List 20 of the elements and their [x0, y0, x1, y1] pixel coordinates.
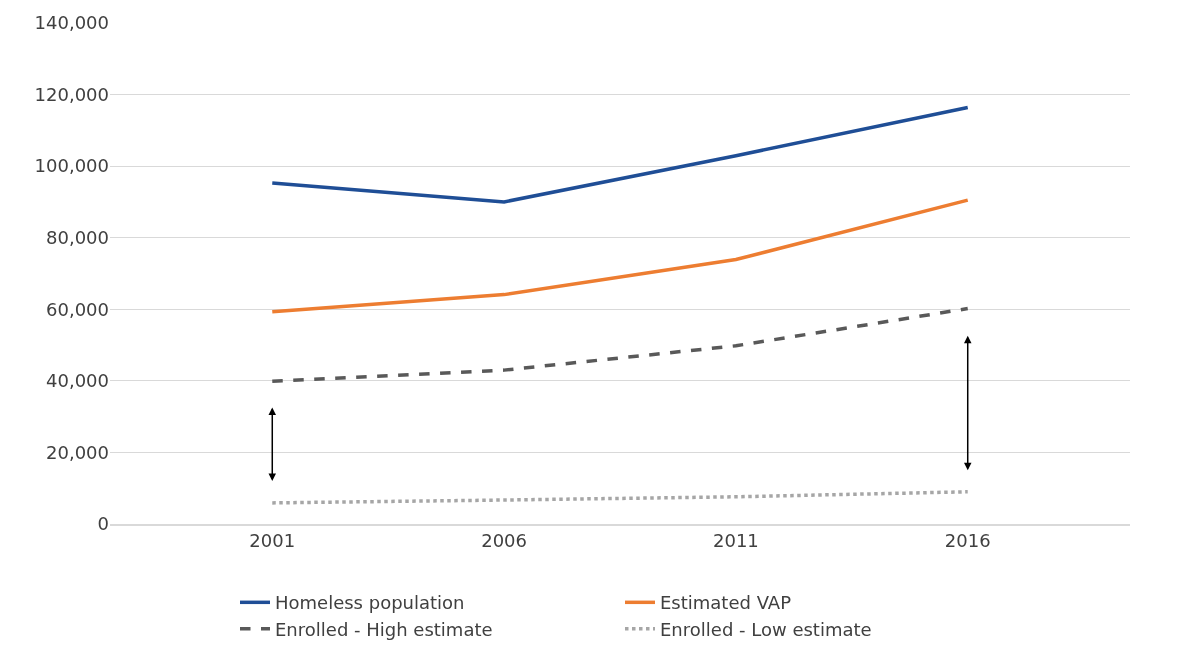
line-series [270, 306, 970, 383]
x-tick-label: 2001 [249, 530, 296, 552]
line-series [270, 490, 970, 505]
y-tick-label: 60,000 [46, 298, 109, 320]
legend-label: Enrolled - High estimate [275, 618, 493, 640]
y-tick-label: 80,000 [46, 227, 109, 249]
legend-label: Enrolled - Low estimate [660, 618, 872, 640]
x-tick-label: 2016 [944, 530, 991, 552]
legend-label: Homeless population [275, 592, 465, 614]
line-series [270, 105, 970, 204]
y-tick-label: 20,000 [46, 441, 109, 463]
legend-label: Estimated VAP [660, 592, 792, 614]
x-tick-label: 2006 [481, 530, 527, 552]
y-tick-label: 40,000 [46, 370, 109, 392]
y-tick-label: 100,000 [34, 155, 109, 177]
x-tick-label: 2011 [713, 530, 759, 552]
y-tick-label: 0 [97, 513, 109, 535]
y-tick-label: 120,000 [34, 83, 109, 105]
y-tick-label: 140,000 [34, 12, 109, 34]
line-series [270, 198, 970, 314]
